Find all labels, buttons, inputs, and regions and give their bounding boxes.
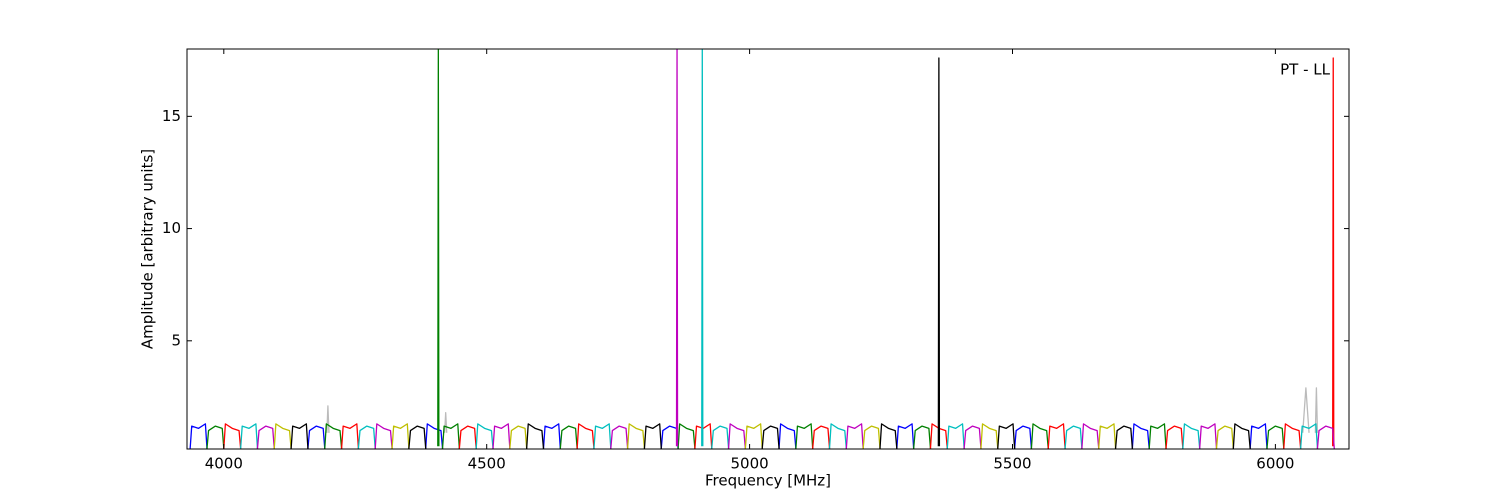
x-tick-label: 5500: [993, 455, 1031, 473]
plot-frame: [186, 48, 1350, 450]
spectrum-line: [189, 423, 1268, 449]
spectrum-line: [206, 49, 1285, 449]
plot-lines: [189, 49, 1335, 449]
x-tick-label: 4000: [205, 455, 243, 473]
spectrum-line: [326, 387, 1319, 433]
y-tick-label: 10: [162, 219, 181, 237]
x-axis-label: Frequency [MHz]: [705, 472, 831, 490]
spectrum-line: [290, 57, 1251, 449]
x-tick-label: 4500: [468, 455, 506, 473]
x-tick-label: 6000: [1256, 455, 1294, 473]
y-tick-label: 5: [171, 331, 181, 349]
spectrum-line: [256, 49, 1335, 449]
annotation: PT - LL: [1280, 61, 1331, 79]
y-axis-label: Amplitude [arbitrary units]: [139, 149, 157, 349]
y-tick-label: 15: [162, 107, 181, 125]
spectrum-line: [239, 49, 1319, 449]
spectrum-line: [273, 423, 1234, 449]
x-tick-label: 5000: [731, 455, 769, 473]
